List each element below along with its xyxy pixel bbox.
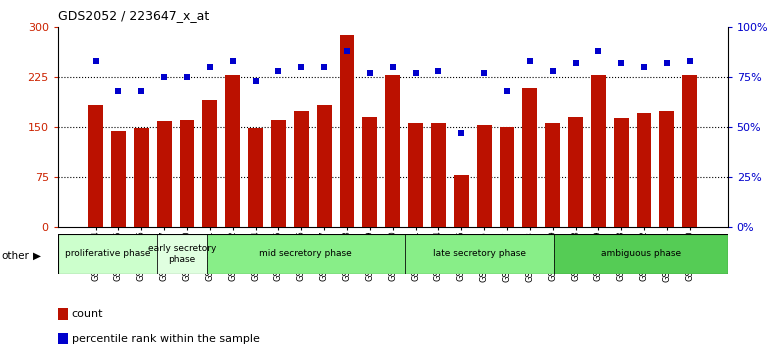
Point xyxy=(249,78,262,84)
Point xyxy=(273,68,285,73)
Bar xyxy=(454,175,469,227)
Point xyxy=(684,58,696,63)
Point xyxy=(638,64,650,69)
Bar xyxy=(248,128,263,227)
Text: percentile rank within the sample: percentile rank within the sample xyxy=(72,334,259,344)
Point xyxy=(158,74,170,79)
Point xyxy=(363,70,376,75)
Bar xyxy=(682,75,697,227)
Bar xyxy=(111,131,126,227)
Point xyxy=(226,58,239,63)
Point xyxy=(500,88,513,93)
Bar xyxy=(500,127,514,227)
Bar xyxy=(316,105,332,227)
Text: ▶: ▶ xyxy=(33,251,41,261)
Point xyxy=(455,130,467,135)
Bar xyxy=(405,234,554,274)
Point xyxy=(89,58,102,63)
Text: late secretory phase: late secretory phase xyxy=(433,250,526,258)
Point xyxy=(432,68,444,73)
Point xyxy=(341,48,353,53)
Text: GDS2052 / 223647_x_at: GDS2052 / 223647_x_at xyxy=(58,9,209,22)
Point xyxy=(136,88,148,93)
Bar xyxy=(614,118,628,227)
Bar xyxy=(363,116,377,227)
Bar xyxy=(408,123,423,227)
Point xyxy=(318,64,330,69)
Bar xyxy=(385,75,400,227)
Bar xyxy=(203,100,217,227)
Bar xyxy=(522,88,537,227)
Bar xyxy=(659,111,675,227)
Point xyxy=(295,64,307,69)
Point xyxy=(387,64,399,69)
Bar xyxy=(206,234,405,274)
Point xyxy=(410,70,422,75)
Bar xyxy=(157,121,172,227)
Point xyxy=(592,48,604,53)
Bar xyxy=(431,123,446,227)
Bar xyxy=(477,125,491,227)
Text: proliferative phase: proliferative phase xyxy=(65,250,150,258)
Point xyxy=(569,60,581,65)
Bar xyxy=(568,116,583,227)
Bar xyxy=(226,75,240,227)
Bar xyxy=(545,123,560,227)
Text: early secretory
phase: early secretory phase xyxy=(148,244,216,264)
Point xyxy=(112,88,125,93)
Point xyxy=(615,60,628,65)
Text: other: other xyxy=(2,251,29,261)
Point xyxy=(478,70,490,75)
Point xyxy=(661,60,673,65)
Bar xyxy=(294,111,309,227)
Bar xyxy=(89,105,103,227)
Point xyxy=(181,74,193,79)
Bar xyxy=(271,120,286,227)
Text: mid secretory phase: mid secretory phase xyxy=(259,250,352,258)
Bar xyxy=(157,234,206,274)
Bar xyxy=(637,113,651,227)
Bar xyxy=(58,234,157,274)
Bar xyxy=(591,75,606,227)
Point xyxy=(204,64,216,69)
Point xyxy=(547,68,559,73)
Bar xyxy=(134,128,149,227)
Bar xyxy=(554,234,728,274)
Bar xyxy=(340,35,354,227)
Bar xyxy=(179,120,195,227)
Text: ambiguous phase: ambiguous phase xyxy=(601,250,681,258)
Point xyxy=(524,58,536,63)
Text: count: count xyxy=(72,309,103,319)
